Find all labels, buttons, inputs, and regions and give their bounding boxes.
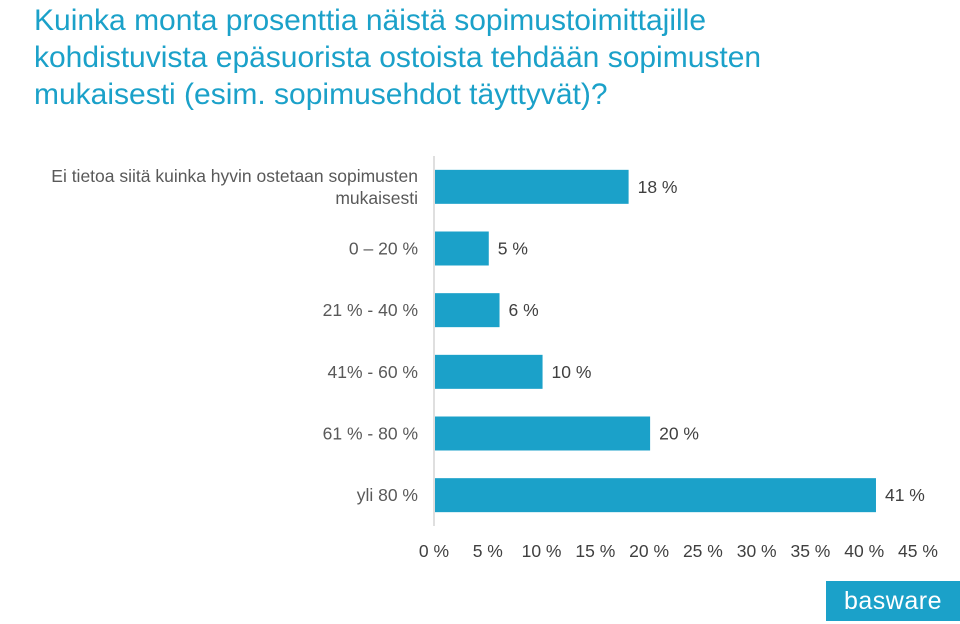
data-label: 41 %	[885, 485, 925, 505]
bar	[435, 231, 489, 266]
bar	[435, 293, 500, 328]
data-label: 20 %	[659, 424, 699, 444]
x-tick-label: 30 %	[737, 541, 777, 561]
chart-title-line: Kuinka monta prosenttia näistä sopimusto…	[34, 4, 706, 37]
x-tick-label: 25 %	[683, 541, 723, 561]
x-tick-label: 10 %	[522, 541, 562, 561]
chart-title: Kuinka monta prosenttia näistä sopimusto…	[34, 2, 934, 113]
category-label: mukaisesti	[335, 188, 418, 208]
bar	[435, 354, 543, 389]
x-tick-label: 20 %	[629, 541, 669, 561]
category-label: yli 80 %	[357, 485, 418, 505]
x-tick-label: 0 %	[419, 541, 449, 561]
chart-title-line: kohdistuvista epäsuorista ostoista tehdä…	[34, 41, 762, 74]
category-label: 21 % - 40 %	[323, 300, 418, 320]
data-label: 18 %	[638, 177, 678, 197]
category-label: 0 – 20 %	[349, 239, 418, 259]
x-tick-label: 40 %	[844, 541, 884, 561]
bar	[435, 416, 651, 451]
basware-logo: basware	[826, 581, 960, 621]
category-label: 61 % - 80 %	[323, 424, 418, 444]
category-label: 41% - 60 %	[328, 362, 418, 382]
data-label: 5 %	[498, 239, 528, 259]
x-tick-label: 45 %	[898, 541, 938, 561]
data-label: 6 %	[509, 300, 539, 320]
bar	[435, 478, 876, 513]
x-tick-label: 15 %	[575, 541, 615, 561]
x-tick-label: 5 %	[473, 541, 503, 561]
chart-title-line: mukaisesti (esim. sopimusehdot täyttyvät…	[34, 78, 608, 111]
x-tick-label: 35 %	[790, 541, 830, 561]
data-label: 10 %	[552, 362, 592, 382]
bar	[435, 169, 629, 204]
category-label: Ei tietoa siitä kuinka hyvin ostetaan so…	[51, 166, 418, 186]
